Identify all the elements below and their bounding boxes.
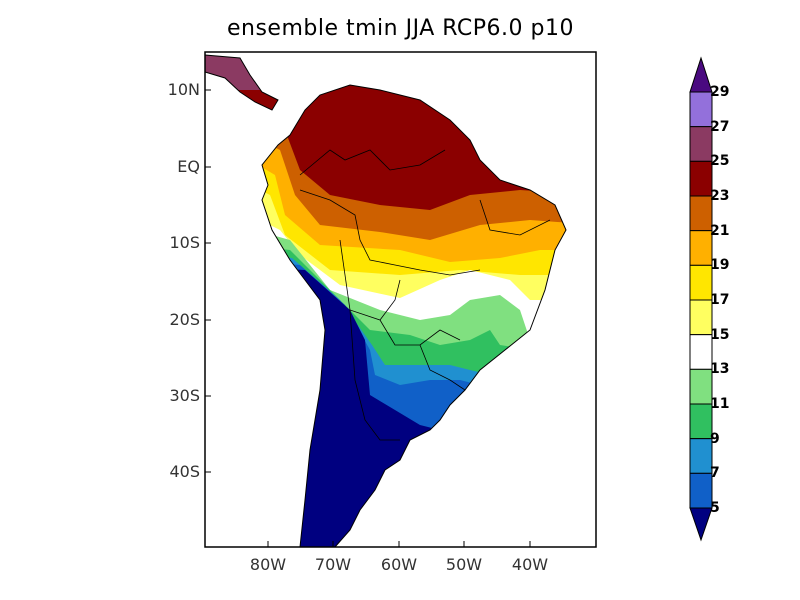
country-borders <box>299 149 551 441</box>
colorbar-label: 17 <box>710 292 730 308</box>
y-label-20s: 20S <box>169 310 200 329</box>
colorbar-label: 23 <box>710 188 730 204</box>
colorbar-box <box>689 126 713 162</box>
colorbar-box <box>689 438 713 474</box>
colorbar <box>689 56 713 542</box>
colorbar-label: 21 <box>710 222 730 239</box>
y-label-10n: 10N <box>167 80 200 99</box>
y-label-eq: EQ <box>177 157 200 176</box>
colorbar-box <box>689 264 713 301</box>
colorbar-label: 9 <box>710 430 720 447</box>
central-america-coastline <box>204 54 279 111</box>
coastline <box>261 84 567 548</box>
colorbar-label: 29 <box>710 84 730 100</box>
colorbar-label: 13 <box>710 361 730 378</box>
colorbar-label: 19 <box>710 257 730 274</box>
y-label-30s: 30S <box>169 386 200 405</box>
colorbar-box <box>689 472 713 509</box>
x-label-50w: 50W <box>445 555 483 574</box>
colorbar-box <box>689 299 713 336</box>
colorbar-label: 15 <box>710 326 730 343</box>
colorbar-label: 27 <box>710 118 730 135</box>
colorbar-label: 25 <box>710 153 730 170</box>
colorbar-label: 7 <box>710 465 720 482</box>
x-label-70w: 70W <box>314 555 352 574</box>
colorbar-box <box>689 368 713 405</box>
temperature-contours <box>205 55 566 547</box>
x-label-80w: 80W <box>249 555 287 574</box>
colorbar-top-arrow <box>689 56 713 93</box>
colorbar-bottom-arrow <box>689 507 713 542</box>
x-label-60w: 60W <box>380 555 418 574</box>
x-label-40w: 40W <box>511 555 549 574</box>
colorbar-box <box>689 334 713 370</box>
colorbar-box <box>689 230 713 266</box>
y-label-10s: 10S <box>169 233 200 252</box>
axis-ticks <box>205 89 531 547</box>
y-label-40s: 40S <box>169 462 200 481</box>
colorbar-box <box>689 403 713 440</box>
colorbar-box <box>689 195 713 232</box>
colorbar-box <box>689 160 713 197</box>
colorbar-label: 5 <box>710 500 720 516</box>
map-frame <box>204 51 597 548</box>
map-title: ensemble tmin JJA RCP6.0 p10 <box>226 16 574 41</box>
colorbar-box <box>689 91 713 128</box>
colorbar-label: 11 <box>710 396 730 412</box>
